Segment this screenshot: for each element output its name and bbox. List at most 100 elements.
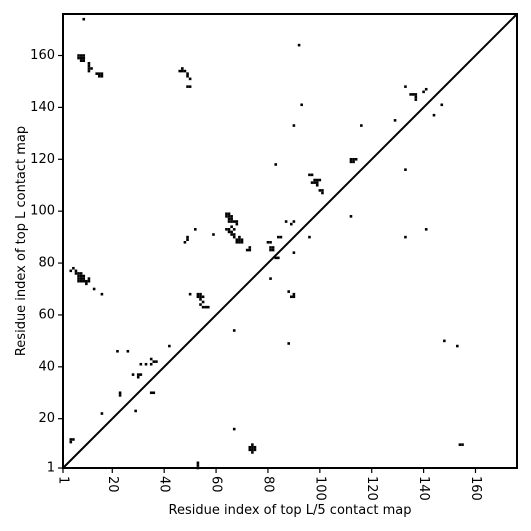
contact-cell-lower xyxy=(248,248,252,252)
contact-cell-upper xyxy=(188,77,192,81)
x-axis-label: Residue index of top L/5 contact map xyxy=(169,503,412,518)
contact-cell-lower xyxy=(284,220,288,223)
y-axis-label: Residue index of top L contact map xyxy=(14,126,29,356)
x-tick-label: 20 xyxy=(105,476,120,493)
contact-cell-lower xyxy=(292,251,296,254)
contact-cell-upper xyxy=(310,173,314,177)
contact-cell-lower xyxy=(152,360,156,363)
contact-cell-upper xyxy=(321,189,324,192)
contact-cell-lower xyxy=(136,375,140,379)
contact-cell-upper xyxy=(82,59,86,62)
x-tick-label: 140 xyxy=(416,476,431,501)
contact-cell-lower xyxy=(269,241,272,244)
contact-cell-lower xyxy=(196,464,200,467)
contact-cell-upper xyxy=(424,87,428,91)
y-tick-label: 60 xyxy=(38,307,55,322)
contact-cell-upper xyxy=(318,178,322,182)
contact-cell-lower xyxy=(196,295,200,299)
contact-cell-lower xyxy=(227,220,231,223)
contact-cell-lower xyxy=(225,212,228,216)
y-tick-label: 100 xyxy=(30,204,55,219)
contact-cell-upper xyxy=(300,103,303,107)
contact-cell-lower xyxy=(134,409,137,413)
contact-cell-lower xyxy=(92,287,96,291)
contact-cell-upper xyxy=(74,269,78,273)
contact-cell-lower xyxy=(206,305,210,309)
contact-cell-lower xyxy=(149,357,153,361)
contact-cell-upper xyxy=(72,266,75,270)
contact-cell-lower xyxy=(232,427,236,431)
contact-cell-upper xyxy=(95,72,99,75)
contact-cell-upper xyxy=(315,183,319,187)
contact-cell-upper xyxy=(87,61,91,65)
contact-cell-lower xyxy=(292,220,296,223)
contact-cell-lower xyxy=(287,290,290,293)
contact-cell-lower xyxy=(292,295,296,299)
contact-cell-lower xyxy=(274,256,278,260)
contact-cell-lower xyxy=(238,238,241,241)
contact-cell-lower xyxy=(118,391,122,395)
contact-cell-upper xyxy=(82,279,86,283)
contact-cell-lower xyxy=(118,394,122,397)
contact-cell-lower xyxy=(290,222,293,226)
y-tick-label: 120 xyxy=(30,152,55,167)
contact-cell-lower xyxy=(235,220,239,223)
contact-cell-lower xyxy=(404,235,407,239)
contact-cell-lower xyxy=(230,220,233,223)
contact-cell-lower xyxy=(232,220,236,223)
contact-cell-lower xyxy=(225,215,228,218)
contact-cell-lower xyxy=(240,238,244,241)
contact-cell-upper xyxy=(79,279,83,283)
contact-cell-lower xyxy=(456,344,459,348)
contact-cell-upper xyxy=(414,98,418,101)
diagonal-line xyxy=(62,13,518,469)
contact-cell-lower xyxy=(287,342,290,345)
contact-cell-lower xyxy=(152,391,156,395)
x-tick-label: 100 xyxy=(312,476,327,501)
contact-cell-lower xyxy=(248,448,252,452)
contact-cell-upper xyxy=(74,272,78,275)
contact-cell-upper xyxy=(77,272,80,275)
contact-cell-lower xyxy=(443,339,446,343)
contact-cell-lower xyxy=(168,344,171,348)
contact-cell-lower xyxy=(139,373,143,376)
contact-cell-upper xyxy=(186,74,189,78)
contact-cell-lower xyxy=(100,412,104,415)
contact-cell-lower xyxy=(126,349,130,353)
y-tick-label: 20 xyxy=(38,411,55,426)
contact-cell-upper xyxy=(77,279,80,283)
x-axis-ticks: 1 20 40 60 80 100 120 140 160 xyxy=(56,468,483,501)
contact-cell-lower xyxy=(308,235,311,239)
contact-cell-upper xyxy=(79,59,83,62)
contact-cell-lower xyxy=(72,438,75,441)
contact-cell-upper xyxy=(440,103,444,107)
contact-cell-lower xyxy=(238,235,241,239)
contact-cell-upper xyxy=(183,69,187,73)
x-tick-label: 60 xyxy=(209,476,224,493)
contact-cell-upper xyxy=(178,69,182,73)
contact-cell-upper xyxy=(100,74,104,78)
x-tick-label: 1 xyxy=(56,476,71,484)
contact-cell-upper xyxy=(310,181,314,184)
contact-cell-upper xyxy=(274,163,278,166)
contact-cells xyxy=(69,17,464,470)
contact-cell-upper xyxy=(82,56,86,60)
contact-cell-upper xyxy=(79,277,83,280)
contact-cell-upper xyxy=(100,72,104,75)
contact-cell-lower xyxy=(271,246,275,249)
contact-cell-lower xyxy=(230,217,233,221)
contact-cell-lower xyxy=(253,448,257,452)
contact-cell-lower xyxy=(227,215,231,218)
x-tick-label: 120 xyxy=(364,476,379,501)
contact-cell-lower xyxy=(235,238,239,241)
contact-cell-lower xyxy=(245,248,249,252)
contact-cell-upper xyxy=(77,277,80,280)
contact-cell-upper xyxy=(79,274,83,278)
contact-cell-upper xyxy=(77,54,80,57)
contact-cell-lower xyxy=(269,246,272,249)
contact-cell-lower xyxy=(461,443,464,446)
contact-cell-lower xyxy=(253,445,257,449)
contact-cell-lower xyxy=(235,241,239,244)
contact-cell-lower xyxy=(251,445,254,449)
